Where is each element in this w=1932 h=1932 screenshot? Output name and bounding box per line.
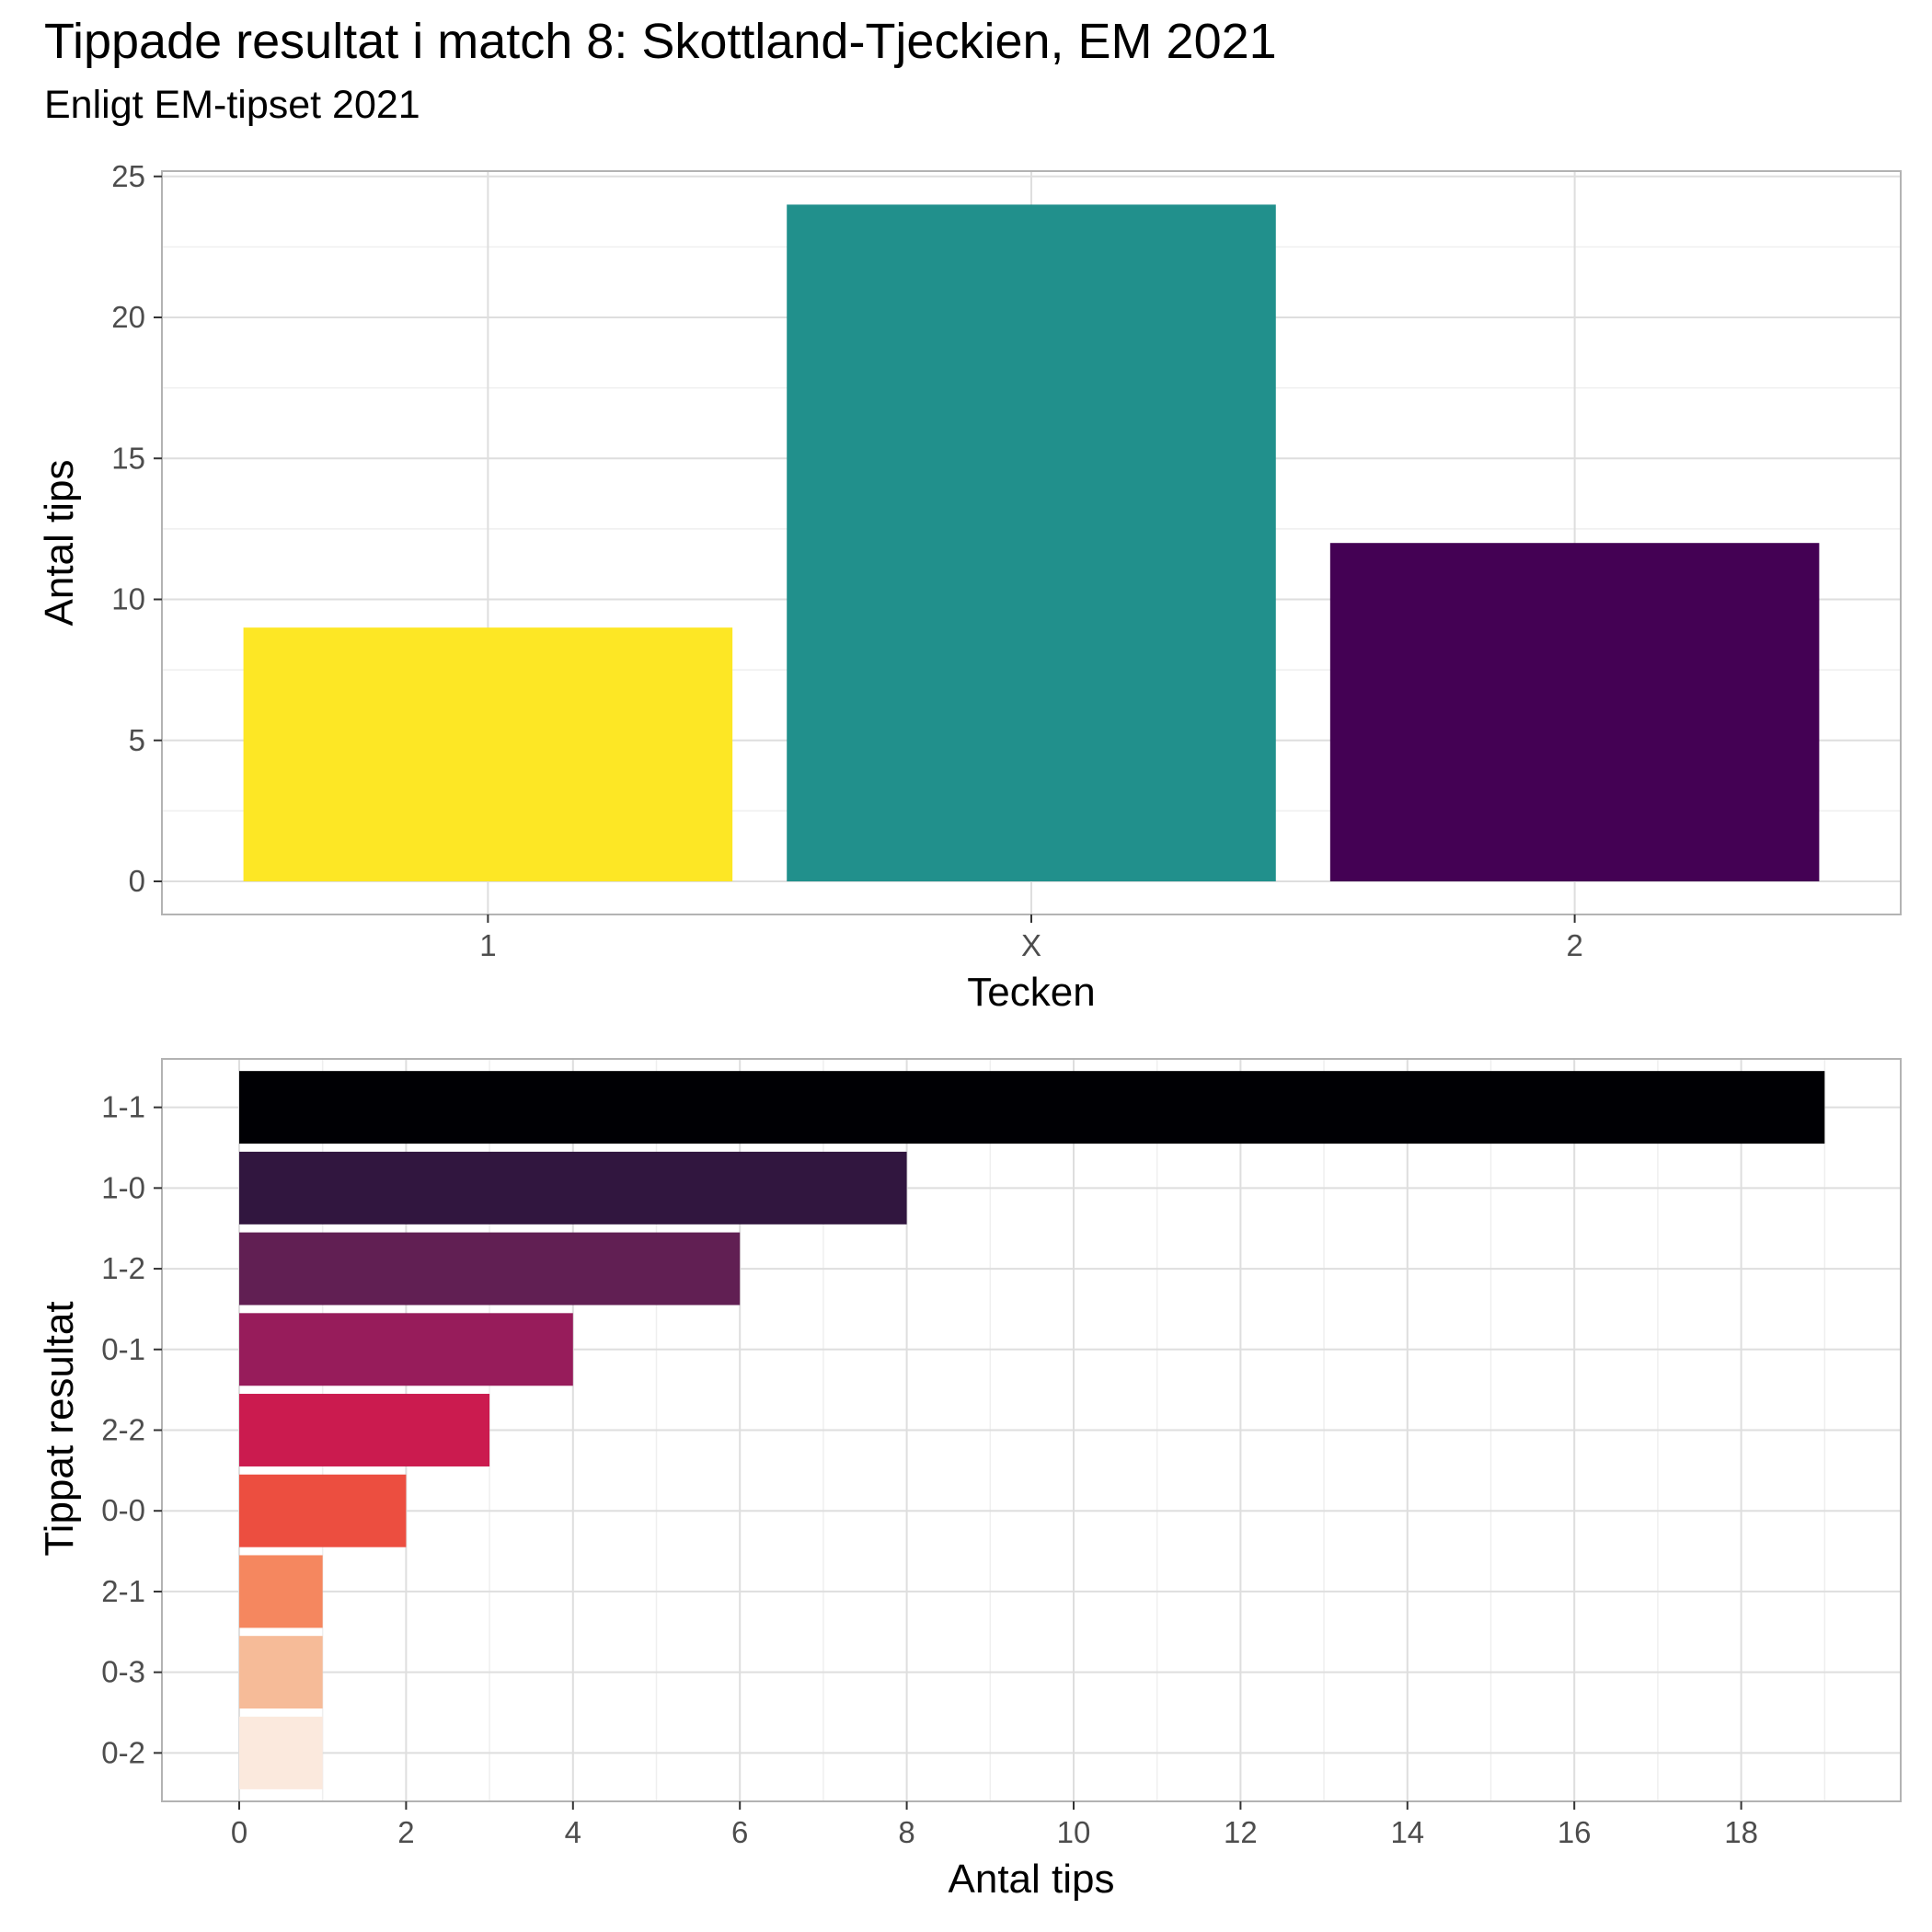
y-tick-label: 25 (111, 159, 145, 193)
x-tick-label: 12 (1224, 1815, 1258, 1849)
x-tick-label: 1 (479, 928, 496, 962)
y-tick-label: 2-2 (101, 1413, 145, 1447)
x-tick-label: 2 (397, 1815, 414, 1849)
y-tick-label: 0-1 (101, 1332, 145, 1366)
bar (239, 1151, 907, 1225)
x-tick-label: 18 (1724, 1815, 1758, 1849)
x-tick-label: 6 (731, 1815, 748, 1849)
bar (239, 1232, 741, 1305)
bar (239, 1555, 323, 1628)
x-axis-title: Tecken (967, 970, 1095, 1015)
x-tick-label: 2 (1566, 928, 1582, 962)
bar (239, 1394, 490, 1466)
bar (787, 204, 1276, 881)
x-tick-label: 4 (565, 1815, 581, 1849)
bar (243, 627, 733, 881)
bar (239, 1474, 407, 1547)
x-tick-label: X (1021, 928, 1041, 962)
y-tick-label: 0-2 (101, 1735, 145, 1769)
bar (239, 1313, 573, 1386)
y-tick-label: 5 (129, 723, 145, 757)
y-tick-label: 1-0 (101, 1170, 145, 1204)
chart-title: Tippade resultat i match 8: Skottland-Tj… (44, 14, 1277, 69)
y-tick-label: 10 (111, 582, 145, 616)
x-tick-label: 8 (898, 1815, 914, 1849)
y-tick-label: 0-0 (101, 1493, 145, 1527)
y-tick-label: 2-1 (101, 1574, 145, 1608)
bar (1329, 543, 1820, 881)
bar (239, 1071, 1825, 1144)
y-tick-label: 0-3 (101, 1655, 145, 1689)
y-tick-label: 1-2 (101, 1251, 145, 1285)
x-axis-title: Antal tips (949, 1857, 1115, 1902)
y-tick-label: 1-1 (101, 1090, 145, 1124)
bar (239, 1716, 323, 1789)
x-tick-label: 0 (231, 1815, 247, 1849)
y-tick-label: 0 (129, 864, 145, 898)
x-tick-label: 14 (1390, 1815, 1424, 1849)
x-tick-label: 10 (1057, 1815, 1091, 1849)
y-axis-title: Antal tips (37, 460, 82, 627)
y-tick-label: 15 (111, 441, 145, 475)
y-axis-title: Tippat resultat (37, 1301, 82, 1556)
chart-subtitle: Enligt EM-tipset 2021 (44, 83, 420, 127)
x-tick-label: 16 (1558, 1815, 1592, 1849)
y-tick-label: 20 (111, 300, 145, 334)
bar (239, 1636, 323, 1709)
